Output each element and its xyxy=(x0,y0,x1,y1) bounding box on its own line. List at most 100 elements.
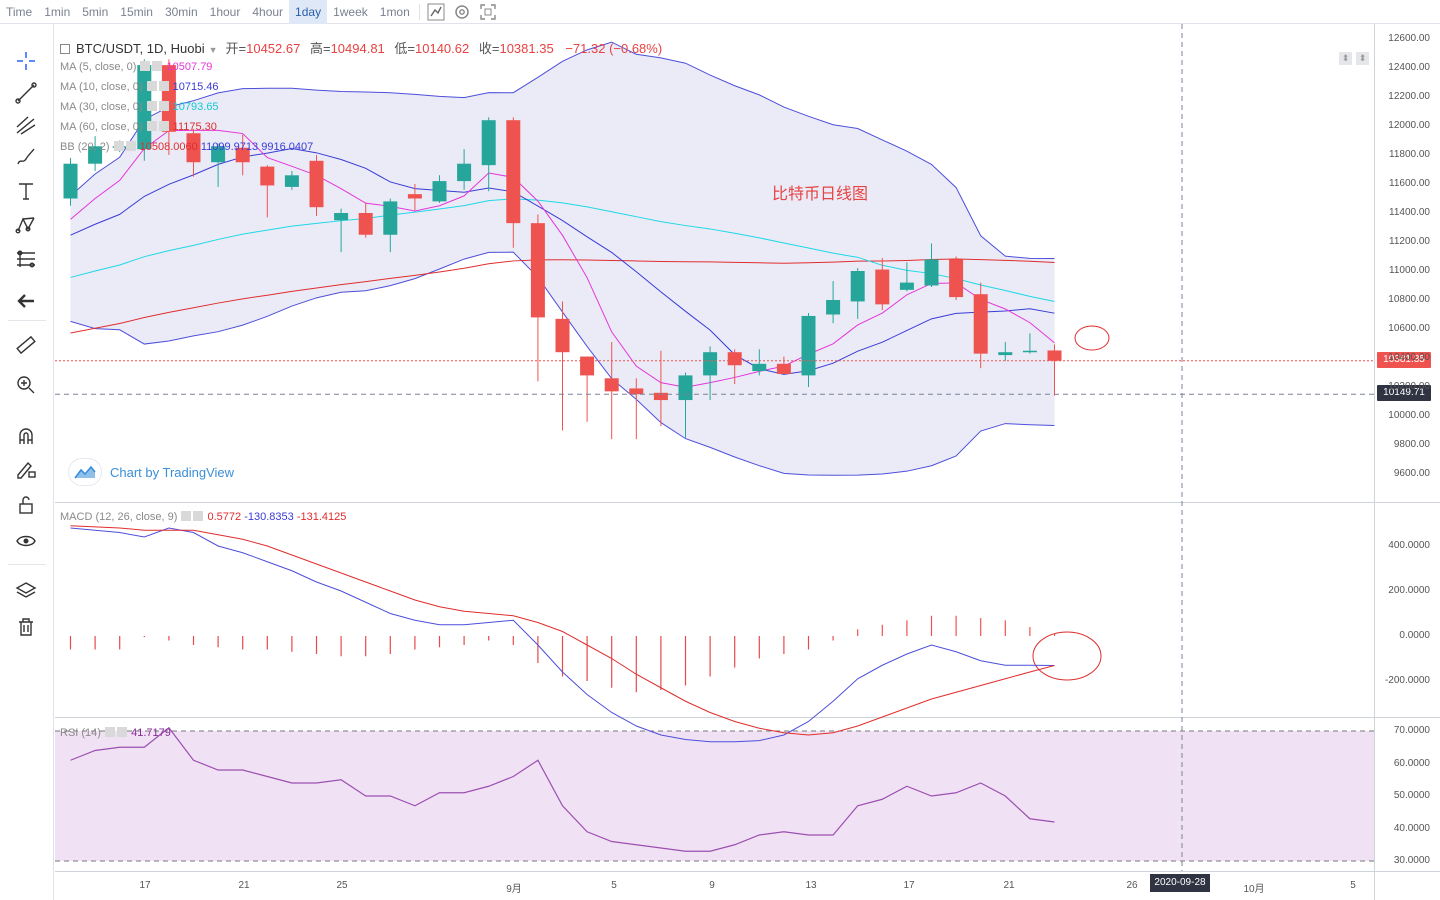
candle-body xyxy=(211,146,226,163)
ma30-value: 10793.65 xyxy=(172,101,219,113)
rsi-label[interactable]: RSI (14) xyxy=(60,727,101,739)
candle-body xyxy=(752,363,767,372)
time-tick-label: 26 xyxy=(1126,880,1138,891)
settings-icon[interactable] xyxy=(105,727,116,737)
legend-toggle-icon[interactable] xyxy=(60,44,70,54)
macd-legend: MACD (12, 26, close, 9) 0.5772 -130.8353… xyxy=(60,511,346,523)
timeframe-time[interactable]: Time xyxy=(6,4,33,19)
candle-body xyxy=(604,378,619,392)
ma30-label[interactable]: MA (30, close, 0) xyxy=(60,101,143,113)
timeframe-1hour[interactable]: 1hour xyxy=(209,4,241,19)
settings-icon[interactable] xyxy=(146,121,157,131)
timeframe-5min[interactable]: 5min xyxy=(82,4,109,19)
arrow-down-icon[interactable]: ⬍ xyxy=(1356,52,1369,65)
timeframe-1week[interactable]: 1week xyxy=(333,4,368,19)
settings-icon[interactable] xyxy=(181,511,192,521)
close-icon[interactable] xyxy=(158,121,169,131)
candle-body xyxy=(235,147,250,163)
price-tick-label: 11800.00 xyxy=(1389,149,1430,160)
timeframe-4hour[interactable]: 4hour xyxy=(252,4,284,19)
candle-body xyxy=(63,163,78,199)
pattern-icon[interactable] xyxy=(11,210,41,240)
trash-icon[interactable] xyxy=(11,612,41,642)
candle-body xyxy=(457,163,472,182)
fib-icon[interactable] xyxy=(11,244,41,274)
fullscreen-icon[interactable] xyxy=(475,0,501,24)
change-value: −71.32 (−0.68%) xyxy=(565,41,663,56)
ma60-line xyxy=(70,258,1055,334)
settings-icon[interactable] xyxy=(449,0,475,24)
close-icon[interactable] xyxy=(193,511,204,521)
candle-body xyxy=(334,213,349,221)
price-tick-label: 10600.00 xyxy=(1388,323,1430,334)
bb-value-2: 11099.9713 xyxy=(200,141,259,153)
chart-annotation[interactable]: 比特币日线图 xyxy=(772,186,869,203)
close-icon[interactable] xyxy=(125,141,136,151)
macd-signal-line xyxy=(70,525,1055,736)
candle-body xyxy=(899,282,914,290)
candle-body xyxy=(481,120,496,166)
timeframe-1mon[interactable]: 1mon xyxy=(379,4,410,19)
drawing-toolbar xyxy=(0,24,54,900)
pitchfork-icon[interactable] xyxy=(11,110,41,140)
eye-icon[interactable] xyxy=(11,526,41,556)
watermark-text: Chart by TradingView xyxy=(110,464,235,480)
settings-icon[interactable] xyxy=(140,61,151,71)
close-icon[interactable] xyxy=(158,81,169,91)
rsi-tick-label: 40.0000 xyxy=(1393,822,1430,834)
timeframe-1day[interactable]: 1day xyxy=(289,0,328,24)
bollinger-upper-line xyxy=(70,41,1055,259)
rsi-tick-label: 30.0000 xyxy=(1393,855,1430,866)
rsi-value: 41.7179 xyxy=(131,727,171,739)
layers-icon[interactable] xyxy=(11,576,41,606)
candle-body xyxy=(973,294,988,354)
symbol-title[interactable]: BTC/USDT, 1D, Huobi xyxy=(76,41,205,56)
bb-label[interactable]: BB (20, 2) xyxy=(60,141,110,153)
ma10-label[interactable]: MA (10, close, 0) xyxy=(60,81,143,93)
macd-line xyxy=(70,527,1055,743)
timeframe-1min[interactable]: 1min xyxy=(44,4,71,19)
arrow-up-icon[interactable]: ⬍ xyxy=(1339,52,1352,65)
magnet-icon[interactable] xyxy=(11,422,41,452)
ma10-line xyxy=(70,147,1055,375)
ma5-label[interactable]: MA (5, close, 0) xyxy=(60,61,137,73)
candle-body xyxy=(309,160,324,208)
candle-body xyxy=(629,388,644,395)
bb-value-3: 9916.0407 xyxy=(261,141,314,153)
chart-style-icon[interactable] xyxy=(423,0,449,24)
ruler-icon[interactable] xyxy=(11,330,41,360)
crosshair-icon[interactable] xyxy=(11,46,41,76)
ma60-label[interactable]: MA (60, close, 0) xyxy=(60,121,143,133)
candle-body xyxy=(88,146,103,164)
timeframe-15min[interactable]: 15min xyxy=(120,4,153,19)
brush-icon[interactable] xyxy=(11,142,41,172)
lock-draw-icon[interactable] xyxy=(11,454,41,484)
close-value: 10381.35 xyxy=(499,41,554,56)
tradingview-watermark[interactable]: Chart by TradingView xyxy=(68,458,234,486)
text-icon[interactable] xyxy=(11,176,41,206)
settings-icon[interactable] xyxy=(146,81,157,91)
settings-icon[interactable] xyxy=(146,101,157,111)
close-icon[interactable] xyxy=(158,101,169,111)
settings-icon[interactable] xyxy=(113,141,124,151)
close-icon[interactable] xyxy=(117,727,128,737)
price-tick-label: 10800.00 xyxy=(1388,294,1430,305)
back-arrow-icon[interactable] xyxy=(11,286,41,316)
price-tick-label: 10200.00 xyxy=(1388,381,1430,392)
trendline-icon[interactable] xyxy=(11,78,41,108)
ma30-legend: MA (30, close, 0) 10793.65 xyxy=(60,101,219,113)
open-label: 开= xyxy=(225,41,247,56)
lock-icon[interactable] xyxy=(11,490,41,520)
low-value: 10140.62 xyxy=(415,41,470,56)
macd-value-3: -131.4125 xyxy=(296,511,347,523)
candle-body xyxy=(678,375,693,401)
time-tick-label: 25 xyxy=(336,880,348,891)
close-icon[interactable] xyxy=(152,61,163,71)
timeframe-30min[interactable]: 30min xyxy=(164,4,198,19)
candle-body xyxy=(555,318,570,353)
macd-label[interactable]: MACD (12, 26, close, 9) xyxy=(60,511,178,523)
price-tick-label: 11600.00 xyxy=(1389,178,1430,189)
time-tick-label: 5 xyxy=(1350,880,1356,891)
zoom-icon[interactable] xyxy=(11,370,41,400)
